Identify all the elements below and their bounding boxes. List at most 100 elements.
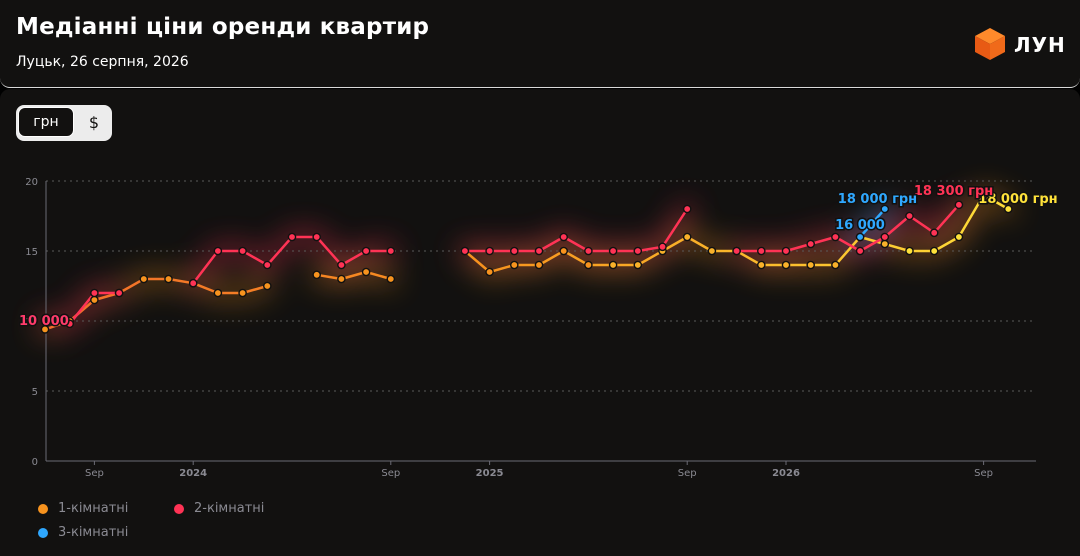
data-point-series-1[interactable] [905, 246, 914, 256]
data-point-series-1[interactable] [929, 246, 939, 256]
x-tick-label: Sep [678, 468, 697, 479]
data-point-series-1[interactable] [831, 260, 840, 270]
data-point-series-1[interactable] [1004, 204, 1013, 214]
data-point-series-2[interactable] [732, 246, 741, 256]
data-point-series-2[interactable] [855, 246, 865, 256]
x-tick-label: Sep [974, 468, 993, 479]
data-point-series-1[interactable] [90, 295, 99, 305]
legend-dot-icon [174, 504, 184, 514]
data-point-series-1[interactable] [139, 274, 149, 284]
chart-header: Медіанні ціни оренди квартир Луцьк, 26 с… [0, 0, 1080, 88]
currency-usd-button[interactable]: $ [88, 113, 100, 132]
data-point-series-2[interactable] [114, 288, 124, 298]
legend-dot-icon [38, 528, 48, 538]
y-tick-label: 0 [32, 457, 38, 468]
y-tick-label: 15 [25, 247, 38, 258]
data-point-series-1[interactable] [707, 246, 717, 256]
chart-title: Медіанні ціни оренди квартир [16, 14, 430, 40]
data-point-series-1[interactable] [509, 260, 519, 270]
data-point-series-2[interactable] [386, 246, 396, 256]
x-tick-label: Sep [381, 468, 400, 479]
data-point-series-3[interactable] [855, 232, 865, 242]
y-tick-label: 10 [25, 317, 38, 328]
data-point-series-1[interactable] [361, 267, 371, 277]
value-annotation: 18 000 грн [978, 192, 1057, 207]
value-annotation: 18 300 грн [914, 184, 993, 199]
data-point-series-1[interactable] [337, 274, 346, 284]
data-point-series-2[interactable] [757, 246, 766, 256]
data-point-series-1[interactable] [238, 288, 247, 298]
data-point-series-2[interactable] [509, 246, 519, 256]
data-point-series-2[interactable] [361, 246, 371, 256]
data-point-series-2[interactable] [213, 246, 223, 256]
data-point-series-2[interactable] [905, 211, 914, 221]
value-annotation: 18 000 грн [838, 192, 917, 207]
data-point-series-2[interactable] [658, 242, 667, 252]
data-point-series-1[interactable] [806, 260, 816, 270]
data-point-series-1[interactable] [559, 246, 569, 256]
line-chart: 0 5 10 15 20 Sep 2024 Sep 2025 Sep 2026 Sep 10 000 1… [18, 177, 1060, 479]
x-tick-label: Sep [85, 468, 104, 479]
data-point-series-2[interactable] [312, 232, 322, 242]
data-point-series-2[interactable] [287, 232, 297, 242]
data-point-series-2[interactable] [682, 204, 692, 214]
data-point-series-1[interactable] [880, 239, 890, 249]
x-tick-label: 2026 [772, 468, 800, 479]
data-point-series-1[interactable] [584, 260, 593, 270]
data-point-series-1[interactable] [608, 260, 618, 270]
data-point-series-2[interactable] [238, 246, 247, 256]
logo-text: ЛУН [1014, 33, 1066, 57]
data-point-series-2[interactable] [40, 316, 50, 326]
data-point-series-2[interactable] [608, 246, 618, 256]
data-point-series-1[interactable] [534, 260, 544, 270]
data-point-series-2[interactable] [460, 246, 470, 256]
brand-logo[interactable]: ЛУН [973, 26, 1073, 66]
series-line-1-room [316, 270, 392, 281]
x-tick-label: 2024 [179, 468, 207, 479]
series-line-3-room [859, 208, 886, 238]
legend-label: 2-кімнатні [194, 501, 265, 516]
data-point-series-3[interactable] [880, 204, 890, 214]
data-point-series-1[interactable] [757, 260, 766, 270]
legend-dot-icon [38, 504, 48, 514]
data-point-series-1[interactable] [979, 190, 988, 200]
y-tick-label: 20 [25, 177, 38, 188]
data-point-series-2[interactable] [485, 246, 494, 256]
chart-subtitle: Луцьк, 26 серпня, 2026 [16, 54, 189, 70]
data-point-series-1[interactable] [312, 270, 322, 280]
series-line-2-room [464, 208, 689, 253]
data-point-series-1[interactable] [164, 274, 173, 284]
data-point-series-2[interactable] [534, 246, 544, 256]
cube-logo-icon [975, 28, 1005, 60]
data-point-series-1[interactable] [485, 267, 494, 277]
currency-uah-button[interactable]: грн [18, 107, 74, 137]
data-point-series-1[interactable] [682, 232, 692, 242]
data-point-series-2[interactable] [633, 246, 643, 256]
data-point-series-1[interactable] [954, 232, 964, 242]
chart-panel: грн $ 0 5 10 15 20 Sep 2024 Sep 2025 Sep 2026 Sep 1… [0, 89, 1080, 556]
y-tick-label: 5 [32, 387, 38, 398]
value-annotation: 16 000 [835, 218, 885, 233]
data-point-series-2[interactable] [337, 260, 346, 270]
data-point-series-1[interactable] [781, 260, 791, 270]
data-point-series-2[interactable] [584, 246, 593, 256]
data-point-series-2[interactable] [806, 239, 816, 249]
data-point-series-2[interactable] [262, 260, 272, 270]
data-point-series-2[interactable] [954, 200, 964, 210]
data-point-series-1[interactable] [386, 274, 396, 284]
value-annotation: 10 000 [19, 314, 69, 329]
data-point-series-2[interactable] [929, 228, 939, 238]
data-point-series-2[interactable] [781, 246, 791, 256]
data-point-series-1[interactable] [633, 260, 643, 270]
data-point-series-2[interactable] [188, 278, 198, 288]
data-point-series-2[interactable] [65, 319, 74, 329]
data-point-series-2[interactable] [90, 288, 99, 298]
data-point-series-2[interactable] [559, 232, 569, 242]
data-point-series-1[interactable] [262, 281, 272, 291]
data-point-series-2[interactable] [831, 232, 840, 242]
data-point-series-2[interactable] [880, 232, 890, 242]
legend-label: 1-кімнатні [58, 501, 129, 516]
series-line-1-room [44, 277, 268, 331]
data-point-series-1[interactable] [40, 325, 50, 334]
data-point-series-1[interactable] [213, 288, 223, 298]
